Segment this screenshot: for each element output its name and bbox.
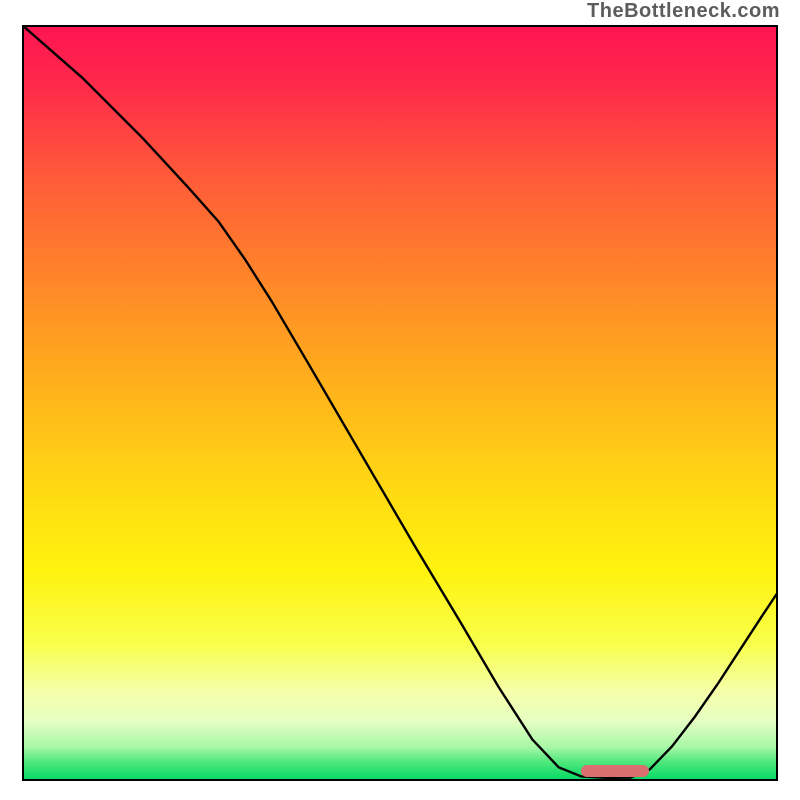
optimal-range-marker bbox=[581, 765, 649, 777]
bottleneck-curve bbox=[22, 25, 778, 778]
plot-area bbox=[22, 25, 778, 781]
chart-canvas: TheBottleneck.com bbox=[0, 0, 800, 800]
attribution-text: TheBottleneck.com bbox=[587, 0, 780, 23]
curve-layer bbox=[22, 25, 778, 781]
